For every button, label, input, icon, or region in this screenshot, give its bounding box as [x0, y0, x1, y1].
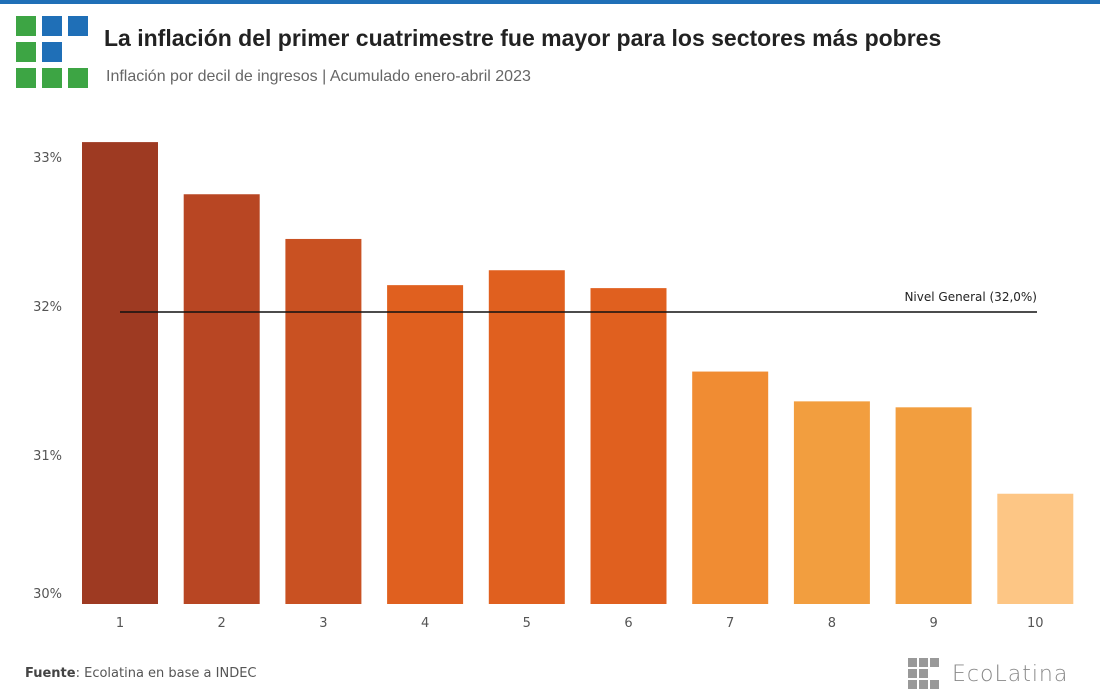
source-text: : Ecolatina en base a INDEC [75, 666, 257, 681]
chart-title: La inflación del primer cuatrimestre fue… [104, 25, 942, 51]
x-tick-label: 1 [116, 616, 124, 631]
x-tick-label: 3 [319, 616, 327, 631]
reference-line-label: Nivel General (32,0%) [904, 290, 1037, 304]
bar-decil-7 [692, 371, 769, 604]
bar-decil-1 [82, 142, 158, 604]
x-tick-label: 6 [624, 616, 632, 631]
brand-name: EcoLatina [952, 661, 1069, 687]
ecolatina-logo-icon [16, 16, 90, 90]
bar-decil-10 [997, 493, 1074, 604]
chart-subtitle: Inflación por decil de ingresos | Acumul… [106, 68, 531, 85]
bar-decil-9 [895, 407, 972, 604]
x-tick-label: 5 [523, 616, 531, 631]
bar-decil-8 [793, 401, 870, 604]
ecolatina-brand: EcoLatina [908, 658, 1068, 690]
bar-decil-2 [183, 194, 260, 604]
bar-decil-3 [285, 238, 362, 604]
bar-decil-6 [590, 288, 667, 604]
source-label: Fuente [25, 666, 76, 681]
y-tick-label: 30% [33, 587, 62, 602]
y-tick-label: 32% [33, 300, 62, 315]
y-tick-label: 31% [33, 449, 62, 464]
x-tick-label: 8 [828, 616, 836, 631]
bar-decil-5 [488, 270, 565, 604]
x-tick-label: 4 [421, 616, 429, 631]
x-tick-label: 9 [929, 616, 937, 631]
top-accent-bar [0, 0, 1100, 4]
x-tick-label: 10 [1027, 616, 1044, 631]
x-tick-label: 7 [726, 616, 734, 631]
bar-decil-4 [387, 285, 464, 604]
source-note: Fuente: Ecolatina en base a INDEC [25, 666, 257, 681]
x-tick-label: 2 [218, 616, 226, 631]
y-tick-label: 33% [33, 151, 62, 166]
brand-grid-icon [908, 658, 942, 690]
